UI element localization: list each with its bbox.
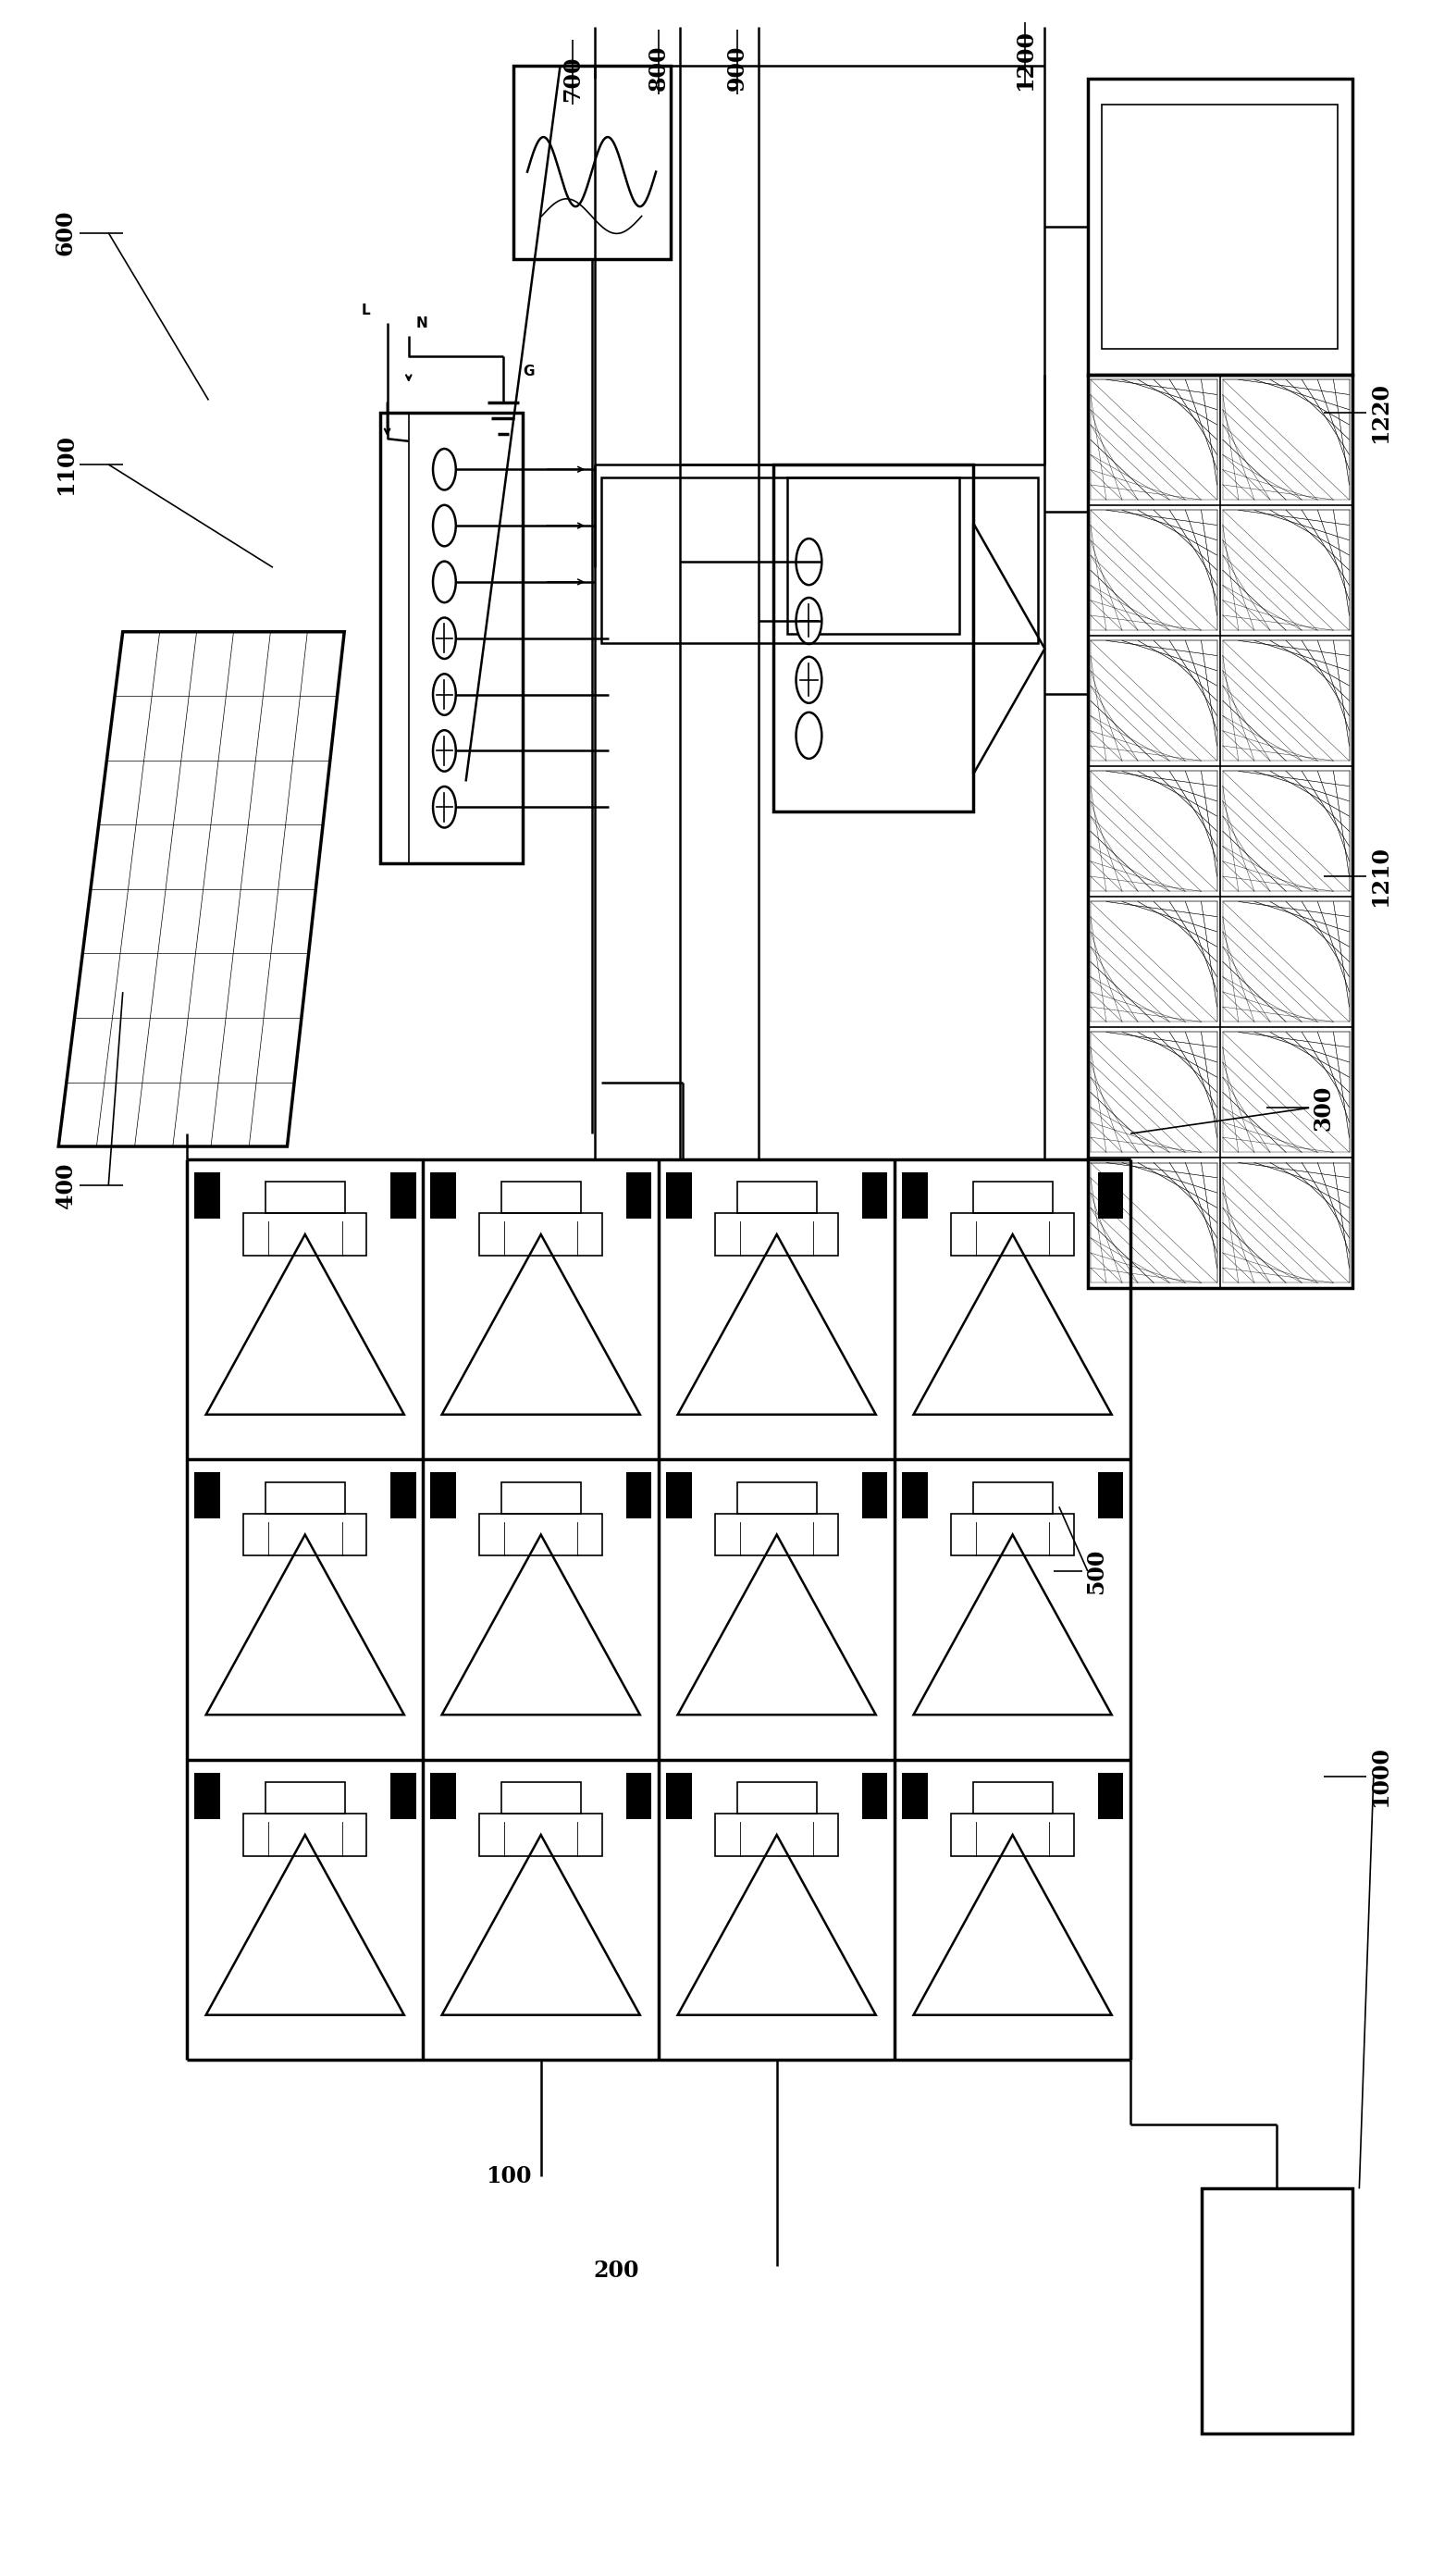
Text: 200: 200 xyxy=(593,2259,639,2282)
Bar xyxy=(390,1172,415,1218)
Circle shape xyxy=(796,538,822,585)
Text: 400: 400 xyxy=(54,1162,77,1208)
Bar xyxy=(1088,77,1352,374)
Bar xyxy=(513,64,670,258)
Text: G: G xyxy=(523,366,534,379)
Bar xyxy=(243,1213,367,1255)
Bar xyxy=(902,1772,928,1819)
Bar xyxy=(243,1814,367,1855)
Text: 300: 300 xyxy=(1312,1084,1335,1131)
Bar xyxy=(972,1783,1053,1814)
Text: 1100: 1100 xyxy=(54,433,77,495)
Text: 1210: 1210 xyxy=(1369,845,1392,907)
Bar xyxy=(862,1772,888,1819)
Circle shape xyxy=(796,598,822,644)
Circle shape xyxy=(432,505,455,546)
Text: 600: 600 xyxy=(54,211,77,255)
Circle shape xyxy=(432,618,455,659)
Bar xyxy=(379,412,523,863)
Circle shape xyxy=(432,562,455,603)
Text: 900: 900 xyxy=(726,46,749,90)
Bar xyxy=(972,1481,1053,1515)
Bar xyxy=(737,1783,816,1814)
Circle shape xyxy=(796,657,822,703)
Circle shape xyxy=(432,786,455,827)
Bar xyxy=(1103,103,1337,348)
Circle shape xyxy=(432,448,455,489)
Bar xyxy=(862,1473,888,1520)
Bar xyxy=(390,1473,415,1520)
Text: N: N xyxy=(415,317,428,330)
Bar xyxy=(951,1515,1074,1556)
Bar xyxy=(788,477,959,634)
Bar xyxy=(666,1172,692,1218)
Bar xyxy=(972,1182,1053,1213)
Bar xyxy=(773,464,974,811)
Text: 500: 500 xyxy=(1085,1548,1107,1595)
Bar xyxy=(430,1172,455,1218)
Bar xyxy=(195,1172,221,1218)
Bar xyxy=(501,1182,581,1213)
Bar xyxy=(480,1515,603,1556)
Bar xyxy=(626,1172,652,1218)
Bar xyxy=(480,1814,603,1855)
Text: L: L xyxy=(361,304,369,317)
Bar xyxy=(501,1783,581,1814)
Bar xyxy=(430,1473,455,1520)
Bar xyxy=(1088,374,1352,1288)
Bar xyxy=(902,1473,928,1520)
Bar xyxy=(390,1772,415,1819)
Text: 800: 800 xyxy=(647,46,670,90)
Bar xyxy=(951,1213,1074,1255)
Bar xyxy=(626,1473,652,1520)
Bar xyxy=(243,1515,367,1556)
Bar xyxy=(716,1515,838,1556)
Bar xyxy=(666,1473,692,1520)
Bar xyxy=(626,1772,652,1819)
Bar xyxy=(1098,1772,1123,1819)
Bar xyxy=(265,1182,345,1213)
Text: 100: 100 xyxy=(485,2164,531,2187)
Bar xyxy=(902,1172,928,1218)
Bar xyxy=(716,1814,838,1855)
Bar xyxy=(195,1473,221,1520)
Bar xyxy=(737,1182,816,1213)
Bar xyxy=(1098,1172,1123,1218)
Bar xyxy=(862,1172,888,1218)
Bar xyxy=(195,1772,221,1819)
Text: 1000: 1000 xyxy=(1369,1747,1392,1808)
Circle shape xyxy=(796,714,822,760)
Text: 1200: 1200 xyxy=(1014,31,1035,90)
Bar xyxy=(501,1481,581,1515)
Bar xyxy=(265,1481,345,1515)
Circle shape xyxy=(432,729,455,770)
Text: 700: 700 xyxy=(561,57,584,100)
Bar xyxy=(716,1213,838,1255)
Bar xyxy=(666,1772,692,1819)
Bar xyxy=(737,1481,816,1515)
Bar xyxy=(601,477,1038,644)
Bar xyxy=(951,1814,1074,1855)
Bar xyxy=(430,1772,455,1819)
Bar xyxy=(480,1213,603,1255)
Bar xyxy=(1098,1473,1123,1520)
Bar xyxy=(1201,2190,1352,2434)
Text: 1220: 1220 xyxy=(1369,381,1392,443)
Bar xyxy=(265,1783,345,1814)
Circle shape xyxy=(432,675,455,716)
